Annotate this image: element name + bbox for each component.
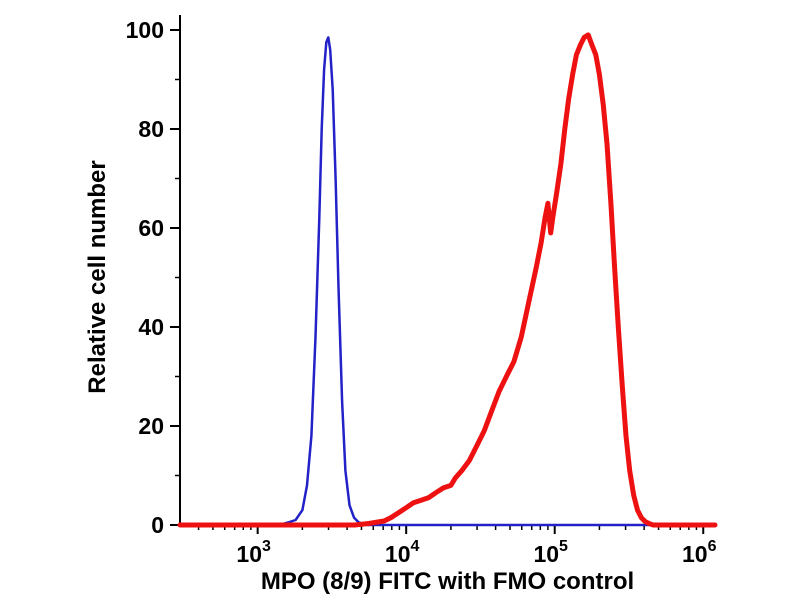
x-tick-label: 105 xyxy=(533,538,568,567)
y-tick-label: 0 xyxy=(151,512,164,538)
y-tick-label: 60 xyxy=(138,215,164,241)
x-tick-label: 103 xyxy=(236,538,271,567)
y-tick-label: 40 xyxy=(138,314,164,340)
x-tick-label: 104 xyxy=(385,538,420,567)
y-tick-label: 20 xyxy=(138,413,164,439)
y-tick-label: 80 xyxy=(138,116,164,142)
x-axis-label: MPO (8/9) FITC with FMO control xyxy=(260,568,635,595)
series-mpo-8-9-fitc-stained xyxy=(177,32,718,528)
series-fmo-control xyxy=(178,36,717,527)
y-axis-label: Relative cell number xyxy=(84,160,111,394)
y-tick-label: 100 xyxy=(126,17,164,43)
x-tick-label: 106 xyxy=(682,538,717,567)
